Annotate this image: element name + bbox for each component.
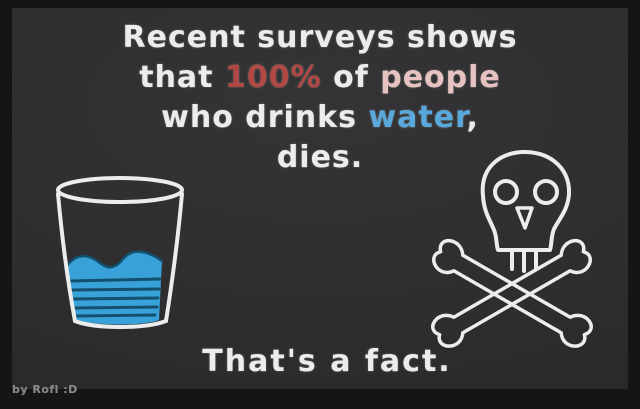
headline-text: dies. [276,140,364,175]
headline-text: who drinks [161,100,369,135]
water-glass-illustration [56,176,184,329]
tagline-text: That's a fact. [202,344,452,379]
meme-tagline: That's a fact. [0,344,640,379]
skull-and-crossbones-illustration [431,149,593,348]
headline-text: that [139,60,225,95]
headline-text: of [321,60,381,95]
highlight-people: people [380,60,501,95]
meme-line-1: Recent surveys shows [0,18,640,58]
meme-line-3: who drinks water, [0,98,640,138]
meme-line-4: dies. [0,138,640,178]
headline-text: Recent surveys shows [122,20,518,55]
author-credit: by Rofl :D [12,383,78,396]
meme-headline: Recent surveys shows that 100% of people… [0,18,640,178]
headline-text: , [466,100,479,135]
highlight-water: water [368,100,467,135]
meme-line-2: that 100% of people [0,58,640,98]
highlight-100-percent: 100% [224,60,322,95]
credit-text: by Rofl :D [12,383,78,396]
